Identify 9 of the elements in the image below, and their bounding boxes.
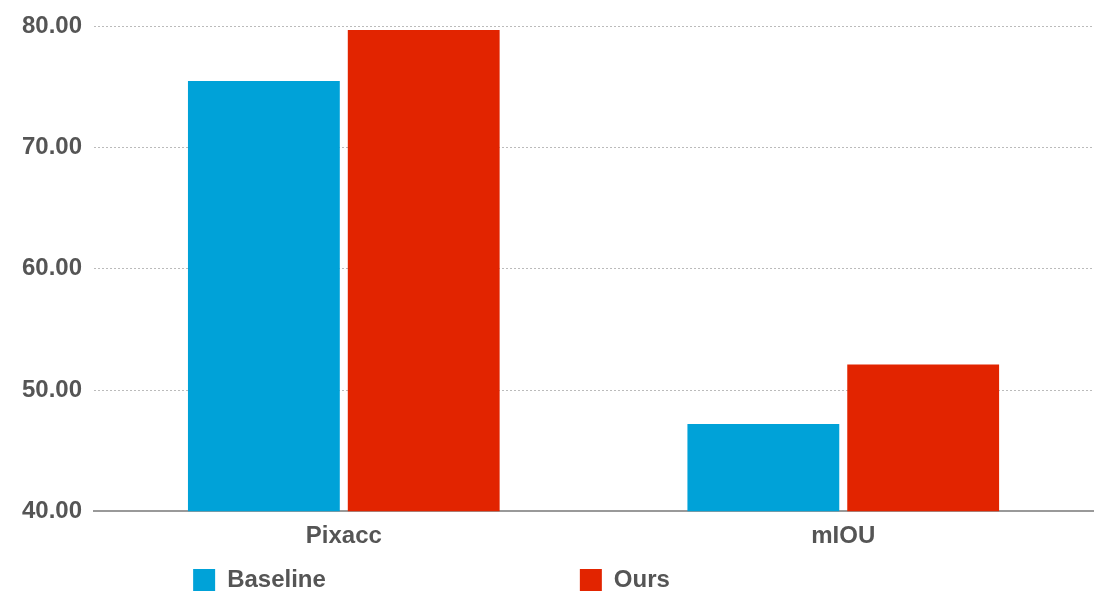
x-tick-label: Pixacc (305, 521, 382, 549)
y-tick-label: 40.00 (22, 495, 83, 523)
legend-label: Baseline (227, 564, 566, 592)
y-tick-label: 80.00 (22, 11, 83, 39)
y-tick-label: 60.00 (22, 253, 83, 281)
x-tick-label: mIOU (811, 521, 876, 549)
y-tick-label: 70.00 (22, 132, 83, 160)
y-tick-label: 50.00 (22, 374, 83, 402)
legend-label: Ours (613, 564, 910, 592)
